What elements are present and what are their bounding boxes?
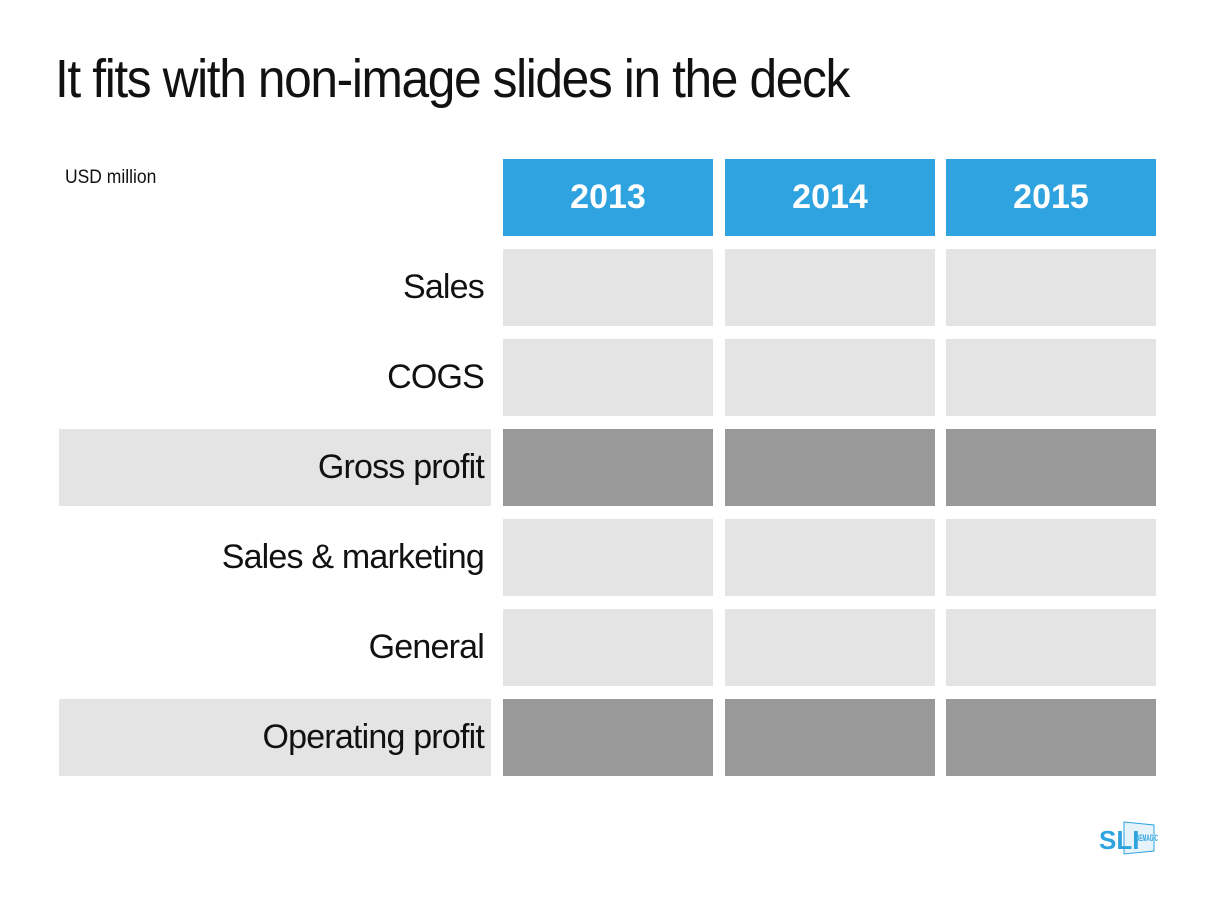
table-cell-highlight xyxy=(946,429,1156,506)
table-cell xyxy=(946,249,1156,326)
table-cell xyxy=(725,609,935,686)
table-cell-highlight xyxy=(503,699,713,776)
unit-label: USD million xyxy=(65,167,157,188)
table-cell xyxy=(503,519,713,596)
column-header-2015: 2015 xyxy=(946,159,1156,236)
slidemagic-logo: SLI DEMAGIC xyxy=(1099,821,1158,855)
column-header-2013: 2013 xyxy=(503,159,713,236)
row-label-operating-profit: Operating profit xyxy=(59,699,491,776)
row-label-sales: Sales xyxy=(402,268,485,306)
row-label-cogs: COGS xyxy=(387,358,485,396)
table-cell-highlight xyxy=(725,429,935,506)
table-cell xyxy=(725,339,935,416)
slide-title: It fits with non-image slides in the dec… xyxy=(55,49,850,109)
table-cell xyxy=(503,249,713,326)
table-cell xyxy=(503,609,713,686)
logo-text-main: SLI xyxy=(1099,825,1139,855)
table-cell xyxy=(946,519,1156,596)
logo-text-sub: DEMAGIC xyxy=(1136,833,1158,843)
table-cell-highlight xyxy=(725,699,935,776)
table-cell xyxy=(725,519,935,596)
column-header-2014: 2014 xyxy=(725,159,935,236)
table-cell xyxy=(946,339,1156,416)
table-cell-highlight xyxy=(946,699,1156,776)
table-cell xyxy=(725,249,935,326)
table-cell xyxy=(503,339,713,416)
table-cell xyxy=(946,609,1156,686)
row-label-sales-marketing: Sales & marketing xyxy=(221,538,485,576)
table-cell-highlight xyxy=(503,429,713,506)
row-label-general: General xyxy=(368,628,485,666)
row-label-gross-profit: Gross profit xyxy=(59,429,491,506)
